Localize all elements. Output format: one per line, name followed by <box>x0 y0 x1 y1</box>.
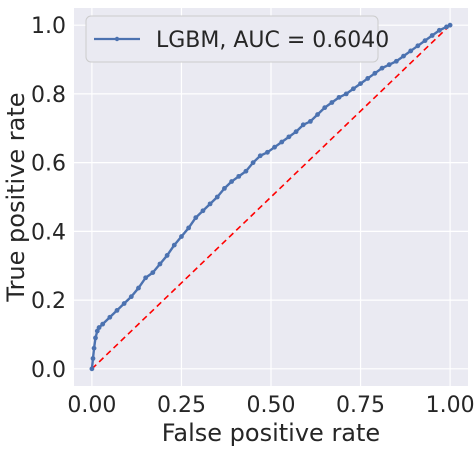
roc-curve-point <box>265 149 270 155</box>
roc-curve-point <box>393 58 399 64</box>
roc-curve-point <box>350 86 356 92</box>
roc-curve-point <box>91 345 97 351</box>
roc-curve-point <box>322 105 328 111</box>
y-tick-label: 0.4 <box>31 220 66 245</box>
roc-curve-point <box>315 112 320 117</box>
roc-curve-point <box>379 65 385 71</box>
roc-curve-point <box>236 173 242 179</box>
roc-curve-point <box>386 62 392 68</box>
x-tick-label: 1.00 <box>426 393 475 418</box>
legend-label: LGBM, AUC = 0.6040 <box>156 28 389 53</box>
roc-curve-point <box>157 261 163 267</box>
roc-curve-point <box>444 24 449 30</box>
roc-curve-point <box>250 160 256 166</box>
x-tick-label: 0.75 <box>336 393 385 418</box>
roc-curve-point <box>222 186 227 191</box>
roc-curve-point <box>100 321 106 327</box>
roc-curve-point <box>207 201 213 207</box>
roc-curve-point <box>257 153 263 159</box>
roc-curve-point <box>128 294 134 300</box>
roc-curve-point <box>143 275 149 281</box>
roc-curve-point <box>214 194 220 200</box>
roc-curve-point <box>243 168 249 174</box>
roc-curve-point <box>401 53 406 59</box>
y-tick-label: 0.2 <box>31 289 66 314</box>
roc-curve-point <box>415 43 421 49</box>
roc-curve-point <box>343 91 349 97</box>
roc-curve-point <box>286 134 292 140</box>
roc-curve-point <box>200 208 206 214</box>
roc-curve-point <box>164 253 170 258</box>
roc-curve-point <box>186 225 192 231</box>
y-tick-label: 0.8 <box>31 83 66 108</box>
roc-curve-point <box>114 308 120 313</box>
y-axis-label: True positive rate <box>2 92 30 302</box>
legend-marker-sample <box>114 36 120 42</box>
x-tick-label: 0.00 <box>67 393 116 418</box>
x-tick-label: 0.25 <box>157 393 206 418</box>
roc-curve-point <box>300 122 306 128</box>
legend-box <box>85 15 379 63</box>
series-layer <box>89 22 453 372</box>
roc-curve-point <box>279 139 285 145</box>
legend: LGBM, AUC = 0.6040 <box>85 15 389 63</box>
roc-curve-point <box>308 119 313 124</box>
roc-curve-point <box>171 242 177 248</box>
x-tick-label: 0.50 <box>247 393 296 418</box>
roc-curve-point <box>372 70 378 76</box>
roc-curve-point <box>150 270 156 275</box>
roc-curve-point <box>329 100 335 105</box>
roc-curve-point <box>336 94 342 100</box>
roc-curve-point <box>136 285 141 291</box>
roc-curve-point <box>96 325 102 330</box>
tick-labels: 0.00 0.25 0.50 0.75 1.00 0.0 0.2 0.4 0.6 0.8 1.0 <box>31 14 475 418</box>
y-tick-label: 1.0 <box>31 14 66 39</box>
roc-curve-point <box>179 234 184 239</box>
roc-curve-point <box>422 38 428 44</box>
roc-curve-point <box>93 335 98 341</box>
roc-curve-point <box>436 27 442 33</box>
roc-curve-point <box>107 314 113 320</box>
x-axis-label: False positive rate <box>162 419 380 447</box>
roc-curve-point <box>193 215 199 221</box>
roc-curve-point <box>365 76 371 81</box>
roc-curve-point <box>121 301 127 306</box>
roc-curve-point <box>229 179 235 184</box>
roc-curve-point <box>90 356 96 361</box>
y-tick-label: 0.0 <box>31 358 66 383</box>
roc-curve-point <box>429 33 435 38</box>
roc-curve-point <box>272 144 277 150</box>
roc-curve-point <box>408 48 414 54</box>
roc-curve-point <box>358 81 363 86</box>
random-baseline-line <box>91 24 451 370</box>
roc-curve-point <box>89 366 95 372</box>
roc-curve-point <box>447 22 453 28</box>
roc-curve-point <box>293 129 299 135</box>
y-tick-label: 0.6 <box>31 152 66 177</box>
